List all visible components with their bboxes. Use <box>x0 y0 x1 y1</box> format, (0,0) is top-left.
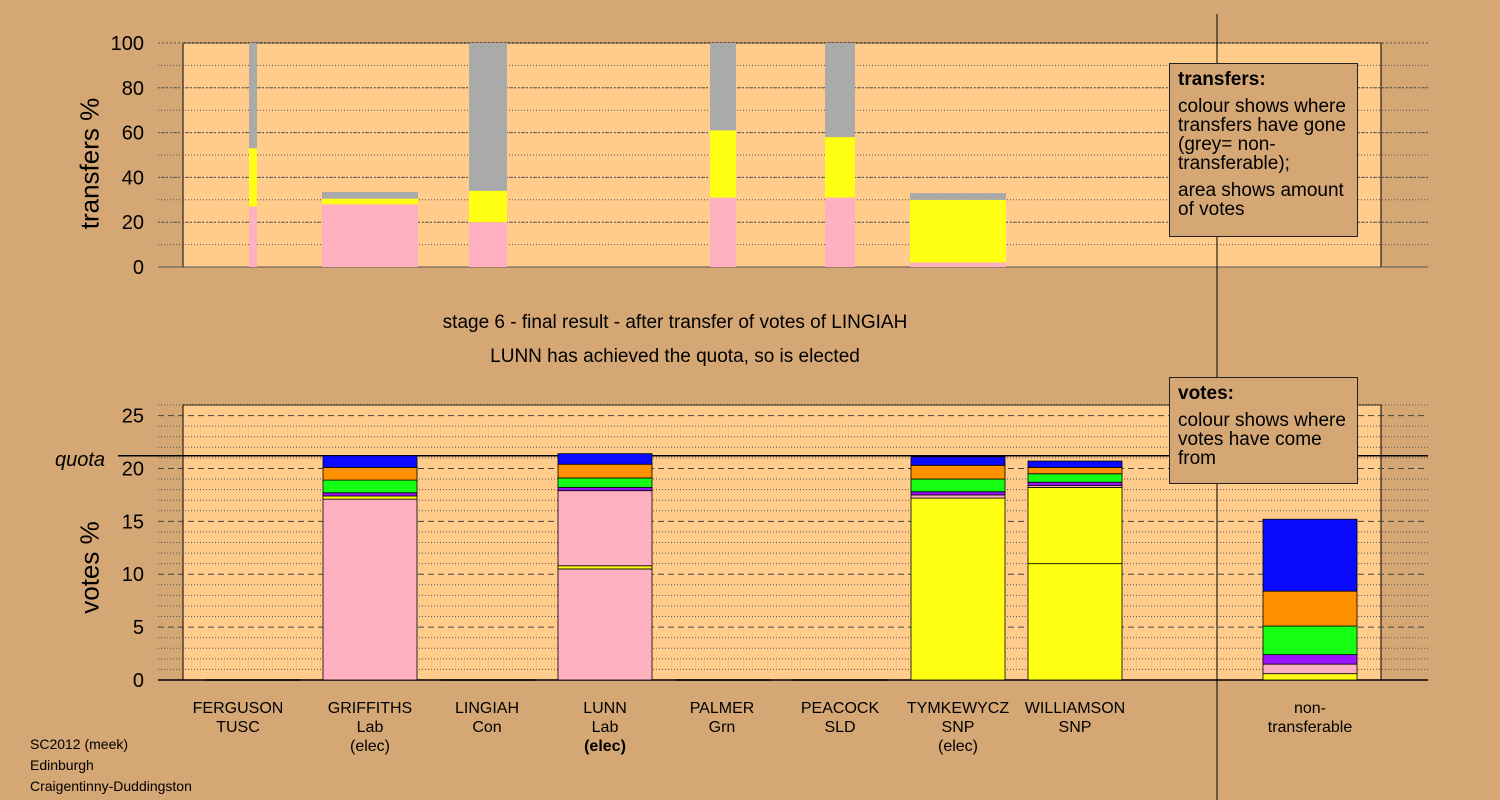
vote-segment <box>557 463 653 479</box>
vote-segment <box>910 478 1006 493</box>
vote-segment <box>1027 481 1123 486</box>
transfer-segment <box>249 206 257 267</box>
vote-segment <box>557 565 653 570</box>
transfers-y-tick-label: 80 <box>122 78 144 100</box>
transfer-segment <box>469 43 507 191</box>
vote-segment <box>557 477 653 488</box>
votes-y-axis-label: votes % <box>74 521 105 614</box>
vote-segment <box>1262 590 1358 627</box>
footer-council: Edinburgh <box>30 757 94 773</box>
vote-segment <box>1262 654 1358 665</box>
votes-y-tick-label: 10 <box>122 564 144 586</box>
nontransferable-label: non- transferable <box>1267 700 1353 736</box>
vote-segment <box>1262 625 1358 656</box>
vote-segment <box>557 487 653 492</box>
transfer-segment <box>469 190 507 223</box>
vote-segment <box>322 498 418 681</box>
candidate-label-lunn: LUNN Lab (elec) <box>583 700 627 755</box>
footer-ward: Craigentinny-Duddingston <box>30 778 192 794</box>
transfer-segment <box>825 43 855 138</box>
transfers-y-tick-label: 40 <box>122 167 144 189</box>
vote-segment <box>1027 460 1123 468</box>
transfer-segment <box>710 197 736 267</box>
vote-segment <box>322 495 418 500</box>
vote-segment <box>910 494 1006 499</box>
transfer-segment <box>249 148 257 207</box>
vote-segment <box>322 455 418 468</box>
vote-segment <box>1027 473 1123 483</box>
transfers-legend-text-1: colour shows where transfers have gone (… <box>1178 96 1346 174</box>
transfer-segment <box>710 43 736 131</box>
vote-segment <box>557 453 653 465</box>
vote-segment <box>322 479 418 494</box>
votes-y-tick-label: 20 <box>122 458 144 480</box>
vote-segment <box>557 568 653 681</box>
transfer-segment <box>710 130 736 198</box>
transfer-segment <box>825 137 855 198</box>
transfers-y-tick-label: 60 <box>122 123 144 145</box>
transfer-segment <box>322 198 418 205</box>
candidate-label-peacock: PEACOCK SLD <box>800 700 880 736</box>
transfer-segment <box>910 193 1006 200</box>
vote-segment <box>557 490 653 567</box>
candidate-label-lingiah: LINGIAH Con <box>454 700 519 736</box>
transfer-segment <box>322 191 418 199</box>
transfer-segment <box>910 262 1006 267</box>
candidate-label-griffiths: GRIFFITHS Lab (elec) <box>327 700 413 755</box>
votes-legend: votes: colour shows where votes have com… <box>1169 377 1358 484</box>
stage-caption: stage 6 - final result - after transfer … <box>442 312 908 333</box>
votes-legend-text: colour shows where votes have come from <box>1178 410 1346 469</box>
vote-segment <box>1027 467 1123 475</box>
vote-segment <box>1262 518 1358 592</box>
vote-segment <box>1027 563 1123 681</box>
transfer-segment <box>910 199 1006 263</box>
footer-election: SC2012 (meek) <box>30 736 129 752</box>
transfer-segment <box>469 222 507 267</box>
votes-y-tick-label: 25 <box>122 406 144 428</box>
transfers-y-tick-label: 20 <box>122 212 144 234</box>
vote-segment <box>910 464 1006 480</box>
transfers-y-tick-label: 100 <box>111 33 144 55</box>
transfers-legend-title: transfers: <box>1178 69 1266 90</box>
transfers-legend-text-2: area shows amount of votes <box>1178 180 1344 220</box>
candidate-label-ferguson: FERGUSON TUSC <box>192 700 284 736</box>
candidate-label-tymkewycz: TYMKEWYCZ SNP (elec) <box>906 700 1010 755</box>
vote-segment <box>1262 673 1358 681</box>
votes-y-tick-label: 15 <box>122 511 144 533</box>
candidate-label-williamson: WILLIAMSON SNP <box>1024 700 1126 736</box>
votes-y-tick-label: 5 <box>133 617 144 639</box>
candidate-label-palmer: PALMER Grn <box>689 700 755 736</box>
transfer-segment <box>249 43 257 149</box>
quota-label: quota <box>55 449 106 471</box>
vote-segment <box>322 467 418 481</box>
votes-legend-title: votes: <box>1178 383 1234 404</box>
elected-caption: LUNN has achieved the quota, so is elect… <box>490 346 860 367</box>
transfers-y-tick-label: 0 <box>133 257 144 279</box>
vote-segment <box>910 456 1006 466</box>
vote-segment <box>910 491 1006 496</box>
vote-segment <box>910 497 1006 681</box>
transfers-legend: transfers: colour shows where transfers … <box>1169 63 1358 237</box>
vote-segment <box>322 492 418 497</box>
transfer-segment <box>825 197 855 267</box>
transfers-y-axis-label: transfers % <box>74 97 105 230</box>
vote-segment <box>1262 663 1358 675</box>
votes-y-tick-label: 0 <box>133 670 144 692</box>
vote-segment <box>1027 487 1123 565</box>
transfer-segment <box>322 204 418 267</box>
